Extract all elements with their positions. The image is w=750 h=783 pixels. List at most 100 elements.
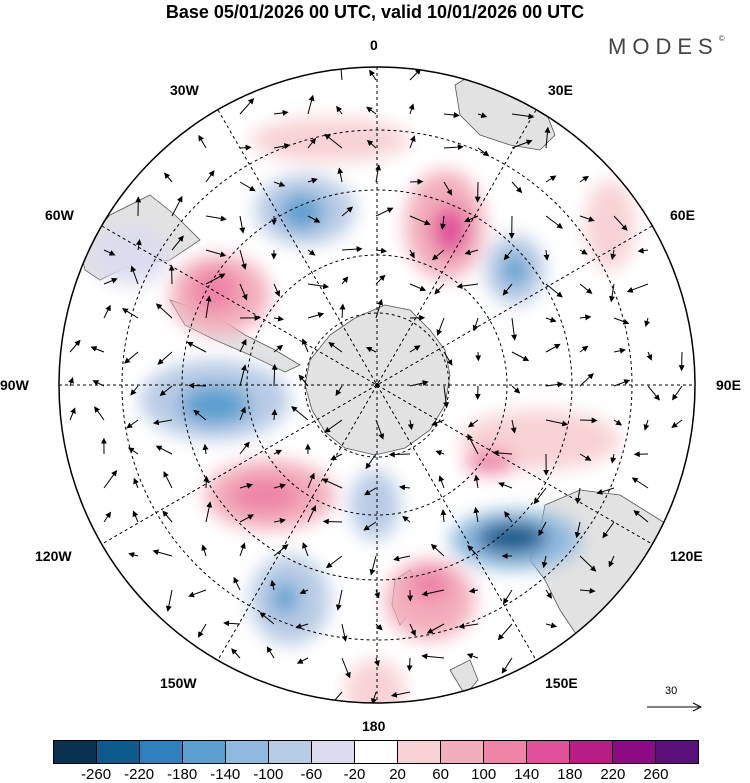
colorbar-tick-label: 220: [600, 766, 626, 783]
wind-arrow: [579, 417, 598, 424]
wind-arrow: [103, 469, 118, 489]
wind-arrow: [541, 555, 548, 569]
wind-arrow: [369, 555, 377, 576]
wind-arrow: [421, 653, 445, 660]
wind-arrow: [126, 419, 139, 429]
colorbar-swatch: [527, 741, 570, 763]
wind-arrow: [171, 195, 183, 217]
wind-arrow: [239, 144, 252, 151]
wind-arrow: [575, 487, 582, 504]
wind-arrow: [328, 342, 343, 353]
wind-arrow: [132, 510, 139, 523]
wind-arrow: [205, 273, 226, 285]
wind-arrow: [610, 453, 617, 464]
wind-arrow: [579, 314, 592, 321]
wind-arrow: [545, 283, 563, 298]
wind-arrow: [409, 249, 415, 259]
wind-arrow: [205, 249, 227, 258]
wind-arrow: [307, 215, 321, 223]
wind-arrow: [239, 338, 247, 353]
wind-arrow: [399, 484, 411, 491]
wind-arrow: [307, 472, 315, 489]
wind-arrow: [375, 247, 387, 254]
wind-arrow: [633, 510, 649, 523]
wind-arrow: [544, 126, 551, 149]
wind-arrow: [273, 143, 291, 149]
colorbar-tick-label: -20: [343, 766, 366, 783]
wind-arrow: [231, 648, 241, 659]
wind-arrow: [545, 622, 558, 629]
wind-arrow: [365, 346, 377, 353]
negative-anomaly: [280, 194, 324, 230]
wind-arrow: [337, 167, 344, 183]
wind-arrow: [341, 657, 351, 679]
wind-arrow: [409, 283, 427, 292]
wind-arrow: [369, 69, 377, 81]
wind-arrow: [366, 139, 377, 149]
wind-arrow: [579, 373, 594, 387]
wind-arrow: [302, 542, 309, 557]
wind-arrow: [188, 589, 207, 598]
wind-arrow: [271, 363, 278, 387]
wind-arrow: [431, 419, 445, 426]
wind-arrow: [124, 351, 139, 364]
colorbar-swatch: [570, 741, 613, 763]
wind-arrow: [69, 407, 76, 421]
wind-arrow: [504, 511, 513, 523]
wind-arrow: [371, 691, 377, 703]
wind-arrow: [374, 589, 380, 599]
wind-arrow: [239, 514, 254, 523]
wind-arrow: [239, 249, 247, 270]
wind-arrow: [273, 544, 289, 557]
wind-arrow: [259, 612, 275, 625]
wind-arrow: [205, 215, 227, 222]
wind-arrow: [239, 181, 256, 192]
wind-arrow: [492, 449, 513, 456]
wind-arrow: [596, 487, 615, 495]
colorbar-swatch: [183, 741, 226, 763]
wind-arrow: [273, 181, 286, 187]
wind-arrow: [502, 283, 513, 296]
wind-arrow: [103, 277, 118, 285]
wind-arrow: [511, 385, 521, 394]
negative-anomaly: [350, 470, 400, 540]
wind-arrow: [602, 521, 615, 539]
wind-arrow: [439, 215, 446, 230]
wind-arrow: [335, 589, 343, 611]
colorbar-swatch: [441, 741, 484, 763]
negative-anomaly: [272, 582, 298, 614]
wind-arrow: [130, 385, 139, 396]
wind-arrow: [430, 543, 445, 557]
wind-arrow: [431, 249, 445, 261]
wind-arrow: [339, 303, 346, 319]
reference-vector-arrow: [647, 702, 703, 712]
positive-anomaly: [345, 660, 405, 703]
wind-arrow: [341, 206, 354, 217]
wind-arrow: [498, 482, 513, 489]
wind-arrow: [409, 178, 424, 185]
wind-arrow: [511, 113, 535, 120]
wind-arrow: [307, 249, 316, 256]
wind-arrow: [341, 276, 349, 285]
wind-arrow: [407, 419, 414, 431]
lon-label-30e: 30E: [548, 82, 573, 98]
wind-arrow: [103, 511, 112, 523]
colorbar-swatch: [269, 741, 312, 763]
negative-anomaly: [502, 254, 528, 286]
wind-arrow: [273, 315, 284, 322]
lon-label-180: 180: [362, 718, 386, 734]
wind-arrow: [271, 409, 278, 421]
wind-arrow: [637, 247, 649, 254]
colorbar-tick-label: 60: [432, 766, 449, 783]
wind-arrow: [296, 657, 309, 664]
wind-arrow: [626, 283, 649, 293]
wind-arrow: [205, 295, 212, 319]
wind-arrow: [610, 249, 617, 260]
negative-anomaly: [180, 385, 250, 425]
wind-arrow: [443, 351, 453, 366]
colorbar-swatch: [613, 741, 656, 763]
wind-arrow: [375, 207, 394, 217]
wind-arrow: [443, 112, 460, 118]
wind-arrow: [203, 475, 210, 489]
